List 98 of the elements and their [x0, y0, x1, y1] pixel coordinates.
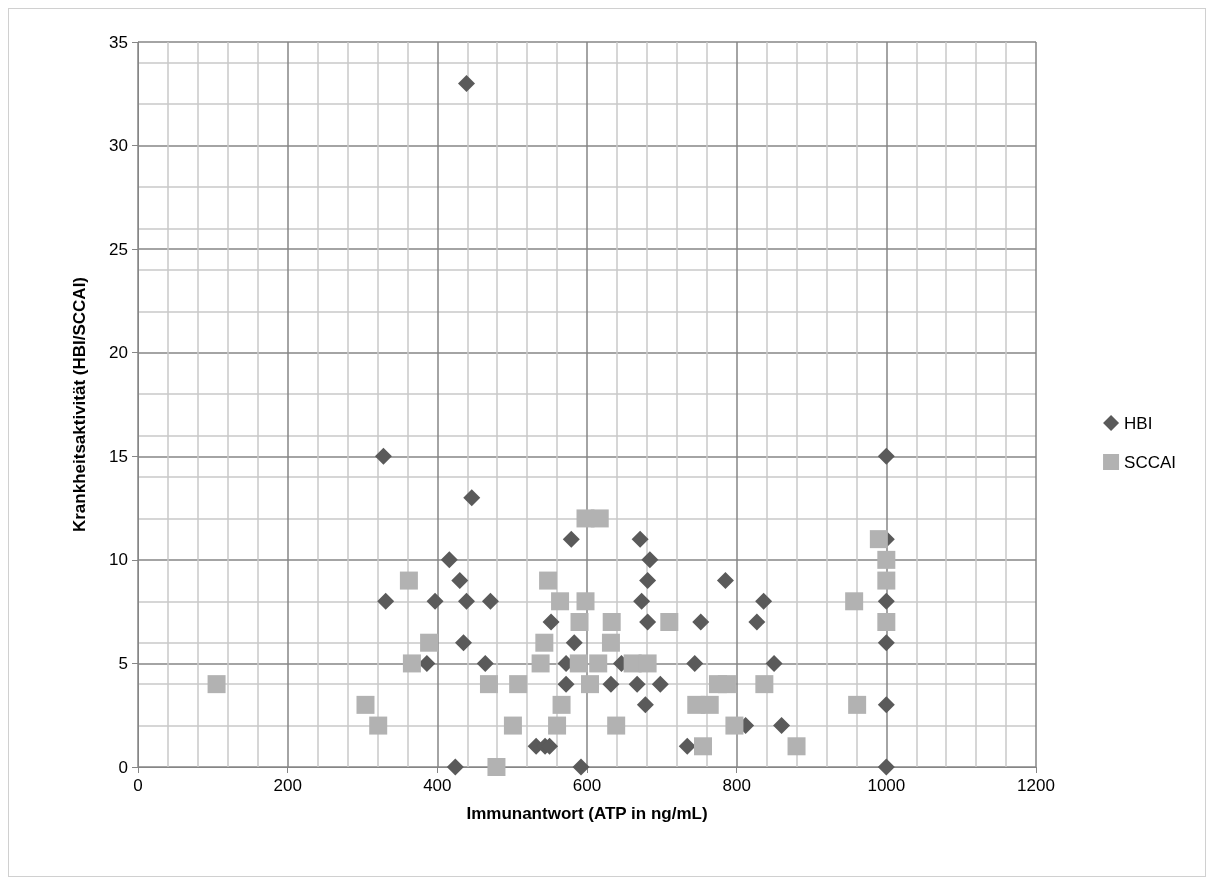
point [845, 592, 864, 611]
point [601, 633, 620, 652]
point [509, 675, 528, 694]
point [755, 675, 774, 694]
point [641, 551, 659, 569]
point [440, 551, 458, 569]
point [639, 572, 657, 590]
x-tick-label: 0 [133, 776, 143, 795]
point [660, 613, 679, 631]
point [420, 633, 439, 652]
x-axis-title: Immunantwort (ATP in ng/mL) [466, 804, 708, 823]
point [458, 74, 476, 92]
y-tick-label: 20 [109, 343, 128, 363]
y-tick-label: 5 [118, 653, 128, 673]
point [481, 592, 499, 610]
point [552, 695, 571, 714]
x-tick-label: 800 [722, 776, 751, 795]
point [877, 758, 895, 776]
point [869, 530, 888, 549]
point [487, 758, 506, 776]
point [580, 675, 599, 694]
point [207, 675, 226, 694]
y-tick-label: 15 [109, 446, 128, 466]
point [602, 613, 621, 631]
point [639, 613, 657, 631]
point [636, 696, 654, 714]
legend-label: SCCAI [1124, 452, 1177, 472]
point [377, 592, 395, 610]
y-tick-label: 35 [109, 32, 128, 52]
point [418, 654, 436, 672]
point [638, 654, 657, 673]
point [576, 592, 595, 611]
point [463, 489, 481, 507]
point [765, 654, 783, 672]
point [455, 634, 473, 652]
point [877, 696, 895, 714]
point [562, 530, 580, 548]
point [877, 571, 896, 590]
point [692, 613, 710, 631]
y-tick-label: 25 [109, 239, 128, 259]
point [535, 633, 554, 652]
point [548, 716, 567, 735]
x-tick-label: 1000 [867, 776, 906, 795]
point [565, 634, 583, 652]
point [877, 592, 895, 610]
y-tick-label: 10 [109, 550, 128, 570]
point [476, 654, 494, 672]
point [539, 571, 558, 590]
point [374, 447, 392, 465]
point [877, 634, 895, 652]
point [589, 654, 608, 673]
point [716, 572, 734, 590]
x-tick-label: 600 [572, 776, 602, 795]
point [503, 716, 522, 735]
point [572, 758, 590, 776]
point [570, 613, 589, 631]
point [686, 654, 704, 672]
point [402, 654, 421, 673]
point [877, 550, 896, 569]
y-tick-label: 30 [109, 136, 128, 156]
point [607, 716, 626, 735]
point [458, 592, 476, 610]
point [631, 530, 649, 548]
point [773, 717, 791, 735]
point [446, 758, 464, 776]
y-tick-label: 0 [118, 757, 128, 777]
point [848, 695, 867, 714]
point [542, 613, 560, 631]
point [557, 675, 575, 693]
point [678, 737, 696, 755]
point [426, 592, 444, 610]
point [551, 592, 570, 611]
point [451, 572, 469, 590]
point [787, 737, 806, 756]
point [725, 716, 744, 735]
point [590, 509, 609, 528]
point [479, 675, 498, 694]
y-axis-title: Krankheitsaktivität (HBI/SCCAI) [70, 276, 89, 533]
point [531, 654, 550, 673]
point [602, 675, 620, 693]
point [755, 592, 773, 610]
point [633, 592, 651, 610]
point [700, 695, 719, 714]
point [356, 695, 375, 714]
point [748, 613, 766, 631]
point [369, 716, 388, 735]
point [877, 613, 896, 631]
point [399, 571, 418, 590]
legend-label: HBI [1124, 413, 1153, 433]
point [877, 447, 895, 465]
x-tick-label: 1200 [1017, 776, 1055, 795]
point [717, 675, 736, 694]
point [651, 675, 669, 693]
point [569, 654, 588, 673]
point [628, 675, 646, 693]
x-tick-label: 400 [423, 776, 452, 795]
x-tick-label: 200 [273, 776, 302, 795]
point [693, 737, 712, 756]
